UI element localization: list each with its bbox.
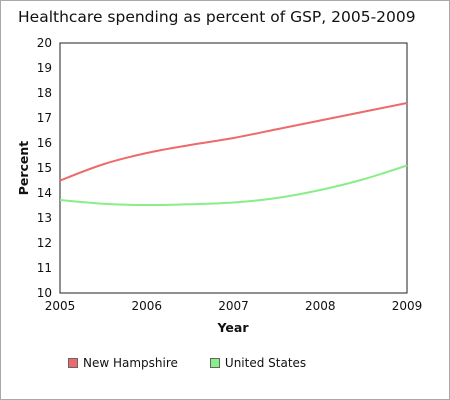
series-line-new-hampshire[interactable]: [59, 102, 408, 182]
y-tick-label: 13: [37, 211, 52, 225]
legend-swatch-united-states: [209, 358, 220, 368]
legend-item-new-hampshire[interactable]: New Hampshire: [68, 356, 178, 370]
series-line-united-states[interactable]: [59, 164, 408, 207]
y-tick-label: 19: [37, 61, 52, 75]
x-tick-label: 2005: [45, 299, 76, 313]
y-tick-label: 18: [37, 86, 52, 100]
y-axis-ticks: 10 11 12 13 14 15 16 17 18 19 20: [37, 36, 52, 300]
legend-swatch-new-hampshire: [68, 358, 78, 368]
legend-item-united-states[interactable]: United States: [209, 356, 307, 370]
y-tick-label: 20: [37, 36, 52, 50]
x-axis-ticks: 2005 2006 2007 2008 2009: [45, 299, 423, 313]
y-tick-label: 12: [37, 236, 52, 250]
y-tick-label: 17: [37, 111, 52, 125]
y-tick-label: 15: [37, 161, 52, 175]
x-tick-label: 2006: [131, 299, 162, 313]
series-lines: [59, 102, 408, 207]
plot-area: [59, 42, 408, 294]
y-tick-label: 10: [37, 286, 52, 300]
x-tick-label: 2008: [305, 299, 336, 313]
y-tick-label: 14: [37, 186, 52, 200]
legend: New Hampshire United States: [68, 356, 338, 370]
x-tick-label: 2007: [218, 299, 249, 313]
chart-title: Healthcare spending as percent of GSP, 2…: [18, 8, 416, 26]
y-axis-title: Percent: [16, 141, 31, 196]
x-tick-label: 2009: [392, 299, 423, 313]
legend-label-united-states: United States: [224, 356, 307, 370]
legend-label-new-hampshire: New Hampshire: [83, 356, 178, 370]
x-axis-title: Year: [217, 320, 250, 335]
y-tick-label: 11: [37, 261, 52, 275]
y-tick-label: 16: [37, 136, 52, 150]
